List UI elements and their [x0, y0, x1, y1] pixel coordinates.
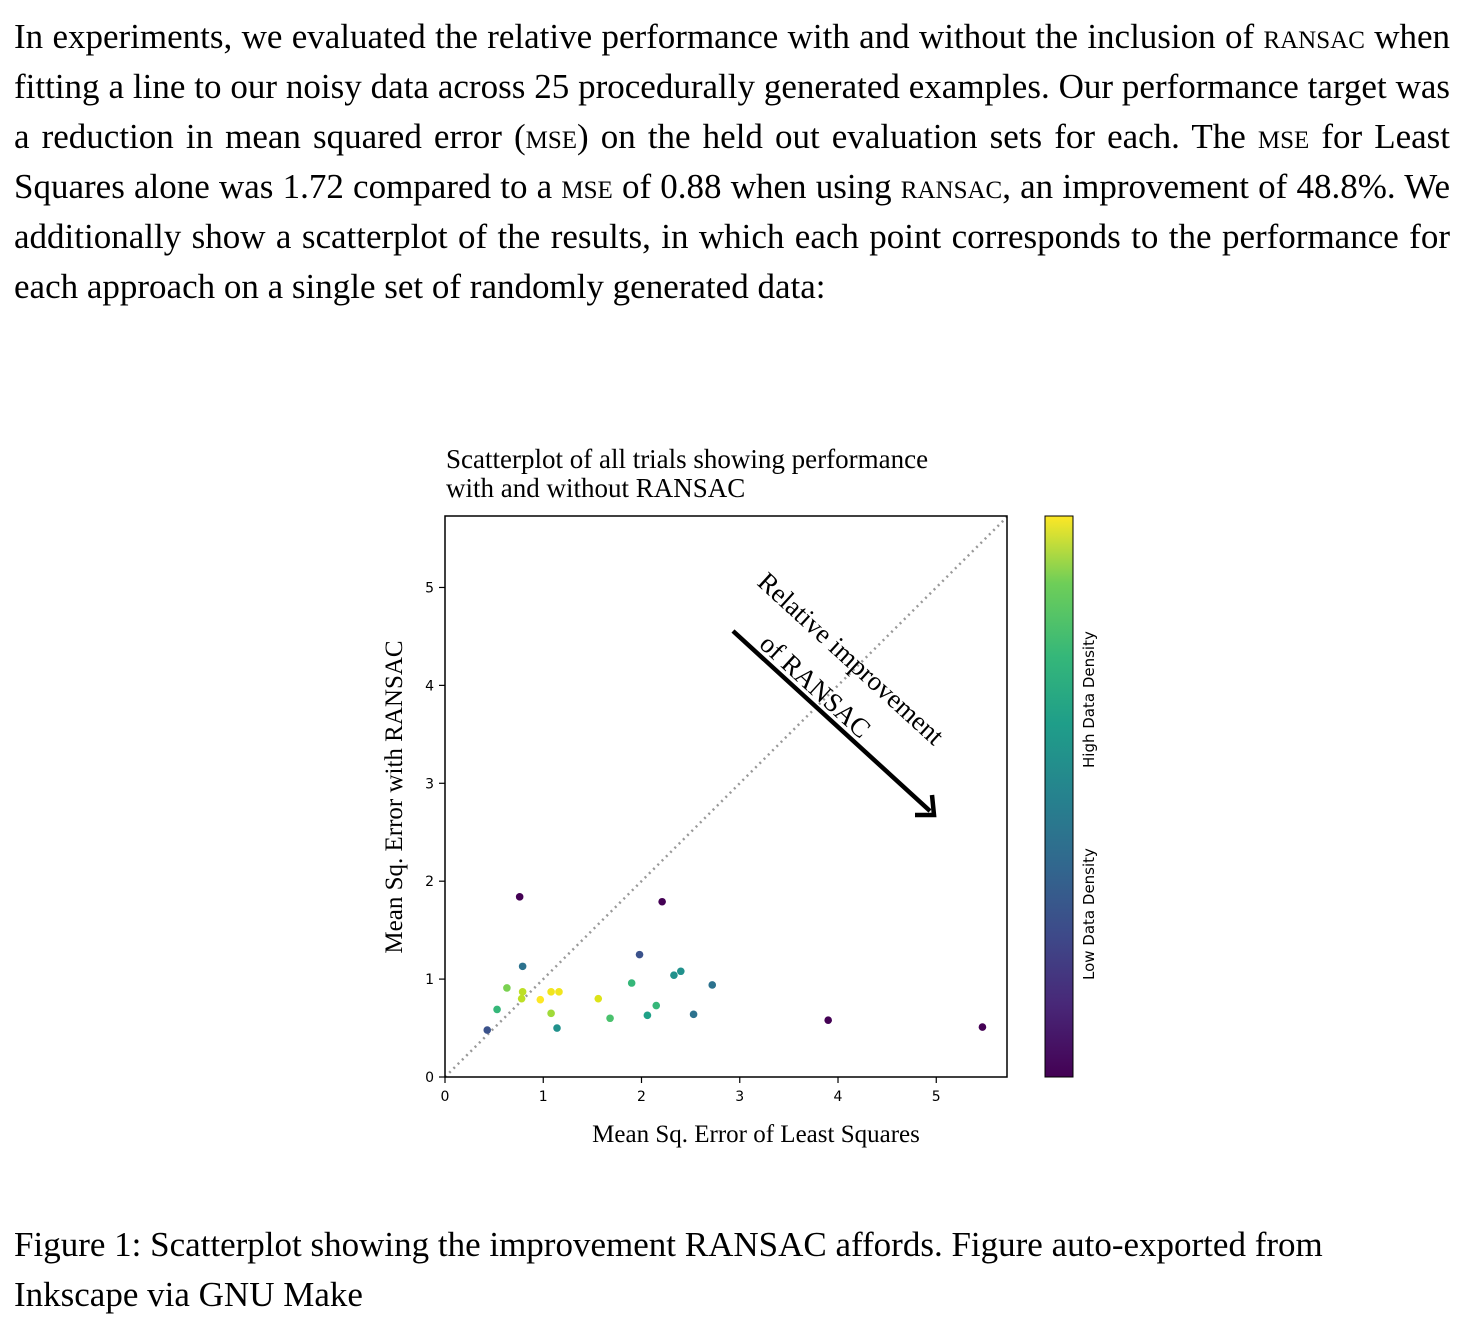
chart-title-line2: with and without RANSAC: [446, 473, 745, 503]
x-axis-label: Mean Sq. Error of Least Squares: [592, 1121, 920, 1148]
y-tick-label: 3: [425, 776, 434, 792]
y-tick-label: 1: [425, 972, 434, 988]
text: In experiments, we evaluated the relativ…: [14, 17, 1264, 56]
data-point: [606, 1014, 614, 1023]
data-point: [503, 984, 511, 992]
text: ) on the held out evaluation sets for ea…: [577, 117, 1258, 156]
y-tick-label: 5: [425, 580, 434, 596]
y-tick-label: 2: [425, 874, 434, 890]
data-point: [978, 1023, 987, 1031]
data-point: [553, 1024, 561, 1032]
diagonal-reference-line: [444, 516, 1008, 1078]
data-point: [658, 897, 666, 906]
data-point: [517, 994, 526, 1003]
x-tick-label: 2: [637, 1089, 646, 1105]
data-point: [652, 1001, 661, 1010]
text: for Least Squares alone was 1.72 compare…: [14, 117, 1450, 206]
text: RANSAC: [900, 167, 1003, 206]
text: MSE: [1257, 117, 1310, 156]
x-tick-label: 5: [932, 1089, 941, 1105]
data-point: [518, 962, 527, 971]
y-tick-label: 0: [425, 1070, 434, 1086]
data-point: [627, 979, 636, 987]
colorbar-label-high: High Data Density: [1080, 631, 1098, 768]
y-axis-label: Mean Sq. Error with RANSAC: [381, 640, 408, 953]
x-tick-label: 0: [441, 1089, 450, 1105]
data-point: [670, 971, 678, 979]
data-point: [689, 1010, 698, 1019]
text: of 0.88 when using: [612, 167, 901, 206]
text: MSE: [525, 117, 578, 156]
y-tick-label: 4: [425, 678, 434, 694]
data-point: [594, 994, 603, 1003]
improvement-arrow: [731, 629, 937, 818]
data-point: [708, 981, 717, 989]
data-point: [536, 995, 545, 1004]
figure-caption: Figure 1: Scatterplot showing the improv…: [14, 1225, 1323, 1314]
data-point: [677, 967, 685, 976]
data-point: [483, 1026, 492, 1034]
x-tick-label: 1: [539, 1089, 548, 1105]
x-tick-label: 3: [735, 1089, 744, 1105]
data-point: [643, 1011, 652, 1020]
data-point: [518, 988, 527, 996]
plot-frame: [444, 515, 1008, 1078]
colorbar-label-low: Low Data Density: [1080, 848, 1098, 980]
text: MSE: [561, 167, 613, 206]
body-paragraph: In experiments, we evaluated the relativ…: [14, 12, 1450, 312]
data-point: [547, 1009, 555, 1018]
data-point: [635, 950, 644, 959]
data-point: [493, 1005, 501, 1014]
data-point: [555, 988, 563, 996]
x-tick-label: 4: [834, 1089, 843, 1105]
data-point: [824, 1016, 832, 1025]
chart-title-line1: Scatterplot of all trials showing perfor…: [446, 444, 928, 474]
data-point: [515, 893, 524, 901]
text: , an improvement of 48.8%. We additional…: [14, 167, 1451, 306]
colorbar: [1044, 515, 1074, 1078]
text: when fitting a line to our noisy data ac…: [14, 17, 1451, 156]
data-point: [547, 988, 555, 996]
text: RANSAC: [1263, 17, 1365, 56]
